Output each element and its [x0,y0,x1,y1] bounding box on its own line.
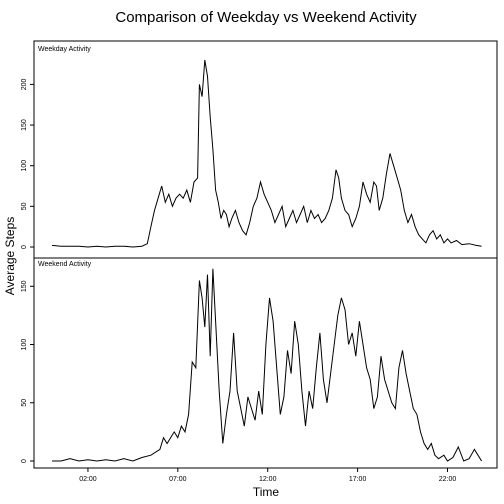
series-line-weekday [52,60,482,247]
x-axis-title: Time [253,485,280,499]
y-tick-label: 100 [21,160,28,172]
panel-label-weekday: Weekday Activity [38,46,91,53]
panel-weekend: Weekend Activity 0 50 100 150 [21,258,497,468]
y-tick-label: 50 [21,399,28,407]
y-tick-label: 100 [21,339,28,351]
x-axis: 02:00 07:00 12:00 17:00 22:00 [79,468,456,483]
x-tick-label: 12:00 [259,476,277,483]
y-tick-label: 0 [21,245,28,249]
y-tick-label: 50 [21,202,28,210]
chart-title: Comparison of Weekday vs Weekend Activit… [115,9,417,26]
y-tick-label: 150 [21,280,28,292]
x-tick-label: 07:00 [169,476,187,483]
y-axis-weekday: 0 50 100 150 200 [21,78,34,249]
panel-weekday: Weekday Activity 0 50 100 150 200 [21,41,497,258]
y-axis-weekend: 0 50 100 150 [21,280,34,463]
panel-frame-weekday [34,41,497,258]
panel-frame-weekend [34,258,497,468]
x-tick-label: 17:00 [349,476,367,483]
x-tick-label: 02:00 [79,476,97,483]
y-axis-title: Average Steps [3,217,17,296]
series-line-weekend [52,269,482,461]
panel-label-weekend: Weekend Activity [38,261,92,268]
y-tick-label: 150 [21,119,28,131]
x-tick-label: 22:00 [439,476,457,483]
y-tick-label: 0 [21,459,28,463]
y-tick-label: 200 [21,78,28,90]
